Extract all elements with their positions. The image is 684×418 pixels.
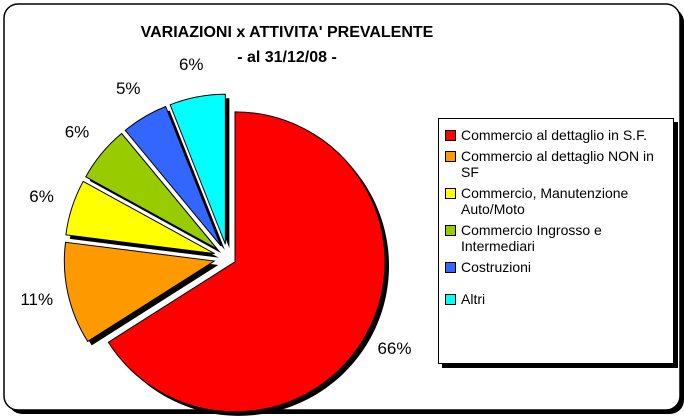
legend-swatch xyxy=(445,130,456,141)
data-label: 5% xyxy=(116,79,141,98)
legend-entry: Commercio Ingrosso e Intermediari xyxy=(445,222,669,254)
legend-entry: Altri xyxy=(445,291,669,307)
data-label: 6% xyxy=(29,187,54,206)
legend-label: Commercio al dettaglio NON in SF xyxy=(461,148,654,180)
legend-swatch xyxy=(445,262,456,273)
legend-label: Commercio al dettaglio in S.F. xyxy=(461,127,647,143)
pie-slice xyxy=(169,93,226,245)
data-label: 6% xyxy=(65,123,90,142)
pie-slice xyxy=(124,105,222,247)
chart-subtitle: - al 31/12/08 - xyxy=(237,49,337,66)
legend-swatch xyxy=(445,188,456,199)
pie-slice xyxy=(85,132,218,250)
legend: Commercio al dettaglio in S.F. Commercio … xyxy=(438,118,674,364)
legend-entry: Costruzioni xyxy=(445,259,669,275)
pie-slice xyxy=(65,180,215,255)
legend-swatch xyxy=(445,225,456,236)
pie-slice xyxy=(107,111,386,413)
legend-swatch xyxy=(445,151,456,162)
pie-slice xyxy=(63,241,216,343)
legend-label: Commercio, Manutenzione Auto/Moto xyxy=(461,185,629,217)
legend-label: Altri xyxy=(461,291,486,307)
legend-label: Costruzioni xyxy=(461,259,532,275)
legend-entry: Commercio, Manutenzione Auto/Moto xyxy=(445,185,669,217)
data-label: 66% xyxy=(377,339,411,358)
data-label: 11% xyxy=(20,290,53,309)
legend-entry: Commercio al dettaglio in S.F. xyxy=(445,127,669,143)
data-label: 6% xyxy=(179,55,204,74)
legend-label: Commercio Ingrosso e Intermediari xyxy=(461,222,602,254)
legend-entry: Commercio al dettaglio NON in SF xyxy=(445,148,669,180)
chart-title: VARIAZIONI x ATTIVITA' PREVALENTE xyxy=(141,24,434,41)
legend-swatch xyxy=(445,294,456,305)
